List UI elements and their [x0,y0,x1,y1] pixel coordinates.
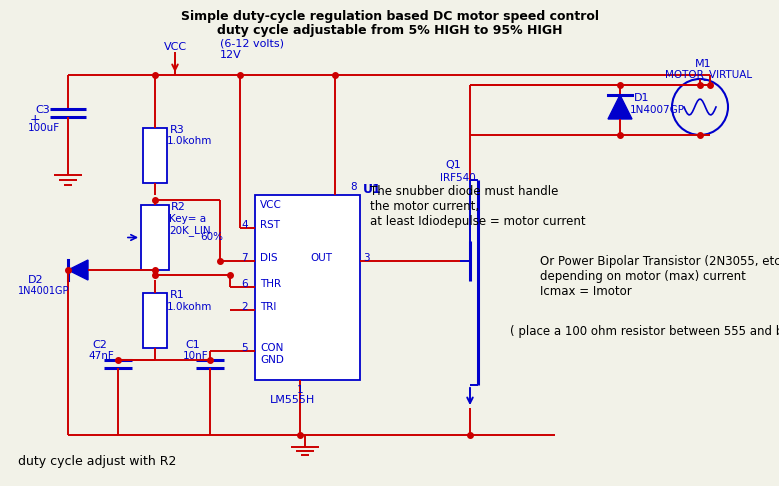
Text: 12V: 12V [220,50,241,60]
Text: TRI: TRI [260,302,277,312]
Text: C2: C2 [92,340,107,350]
Text: 47nF: 47nF [88,351,114,361]
Text: R2: R2 [171,202,186,212]
Text: (6-12 volts): (6-12 volts) [220,38,284,48]
Text: at least Idiodepulse = motor current: at least Idiodepulse = motor current [370,215,586,228]
Text: 3: 3 [363,253,369,263]
Text: +: + [30,113,41,126]
Text: R3: R3 [170,125,185,135]
Text: RST: RST [260,220,280,230]
Text: 5: 5 [241,343,248,353]
Bar [141,205,169,270]
Text: CON: CON [260,343,284,353]
Text: 1.0kohm: 1.0kohm [167,302,213,312]
Text: IRF540: IRF540 [440,173,476,183]
Text: 100uF: 100uF [28,123,60,133]
Text: Key= a: Key= a [169,214,206,224]
Text: M1: M1 [695,59,712,69]
Text: ( place a 100 ohm resistor between 555 and bipolar): ( place a 100 ohm resistor between 555 a… [510,325,779,338]
Polygon shape [608,95,632,119]
Bar [143,128,167,183]
Text: C3: C3 [35,105,50,115]
Text: THR: THR [260,279,281,289]
Text: DIS: DIS [260,253,277,263]
Text: OUT: OUT [310,253,332,263]
Text: GND: GND [260,355,284,365]
Text: duty cycle adjustable from 5% HIGH to 95% HIGH: duty cycle adjustable from 5% HIGH to 95… [217,24,562,37]
Text: MOTOR_VIRTUAL: MOTOR_VIRTUAL [665,69,753,80]
Text: depending on motor (max) current: depending on motor (max) current [540,270,746,283]
Text: 1N4007GP: 1N4007GP [630,105,685,115]
Text: Icmax = Imotor: Icmax = Imotor [540,285,632,298]
Text: VCC: VCC [164,42,186,52]
Bar [143,293,167,348]
Text: VCC: VCC [260,200,282,210]
Text: R1: R1 [170,290,185,300]
Text: Simple duty-cycle regulation based DC motor speed control: Simple duty-cycle regulation based DC mo… [181,10,599,23]
Text: 8: 8 [350,182,357,192]
Text: the motor current,: the motor current, [370,200,479,213]
Text: 7: 7 [241,253,248,263]
Text: Q1: Q1 [445,160,460,170]
Text: Or Power Bipolar Transistor (2N3055, etc): Or Power Bipolar Transistor (2N3055, etc… [540,255,779,268]
Text: 1N4001GP: 1N4001GP [18,286,69,296]
Text: 6: 6 [241,279,248,289]
Text: D2: D2 [28,275,44,285]
Text: U1: U1 [363,183,382,196]
Bar [255,195,360,380]
Text: 1: 1 [297,385,303,395]
Polygon shape [68,260,88,280]
Text: 60%: 60% [200,231,223,242]
Text: 1.0kohm: 1.0kohm [167,136,213,146]
Text: 20K_LIN: 20K_LIN [169,225,210,236]
Text: 4: 4 [241,220,248,230]
Text: D1: D1 [634,93,650,103]
Text: LM555H: LM555H [270,395,315,405]
Text: 10nF: 10nF [183,351,209,361]
Text: C1: C1 [185,340,199,350]
Text: The snubber diode must handle: The snubber diode must handle [370,185,559,198]
Text: 2: 2 [241,302,248,312]
Text: duty cycle adjust with R2: duty cycle adjust with R2 [18,455,176,468]
